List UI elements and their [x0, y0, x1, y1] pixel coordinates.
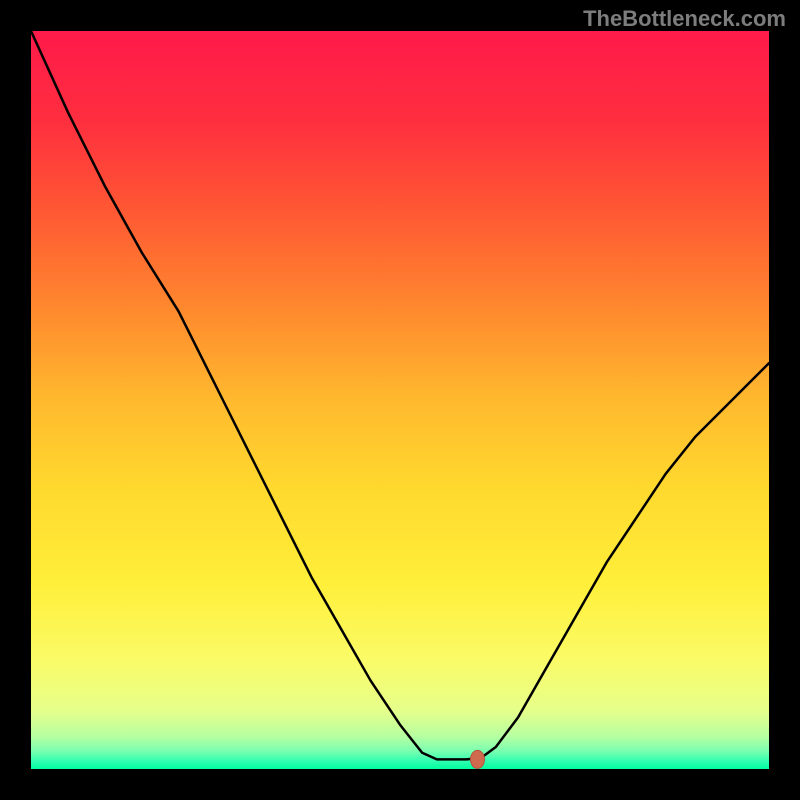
chart-container: TheBottleneck.com: [0, 0, 800, 800]
plot-background: [31, 31, 769, 769]
attribution-watermark: TheBottleneck.com: [583, 6, 786, 32]
optimal-point-marker: [470, 750, 484, 768]
chart-svg: [0, 0, 800, 800]
